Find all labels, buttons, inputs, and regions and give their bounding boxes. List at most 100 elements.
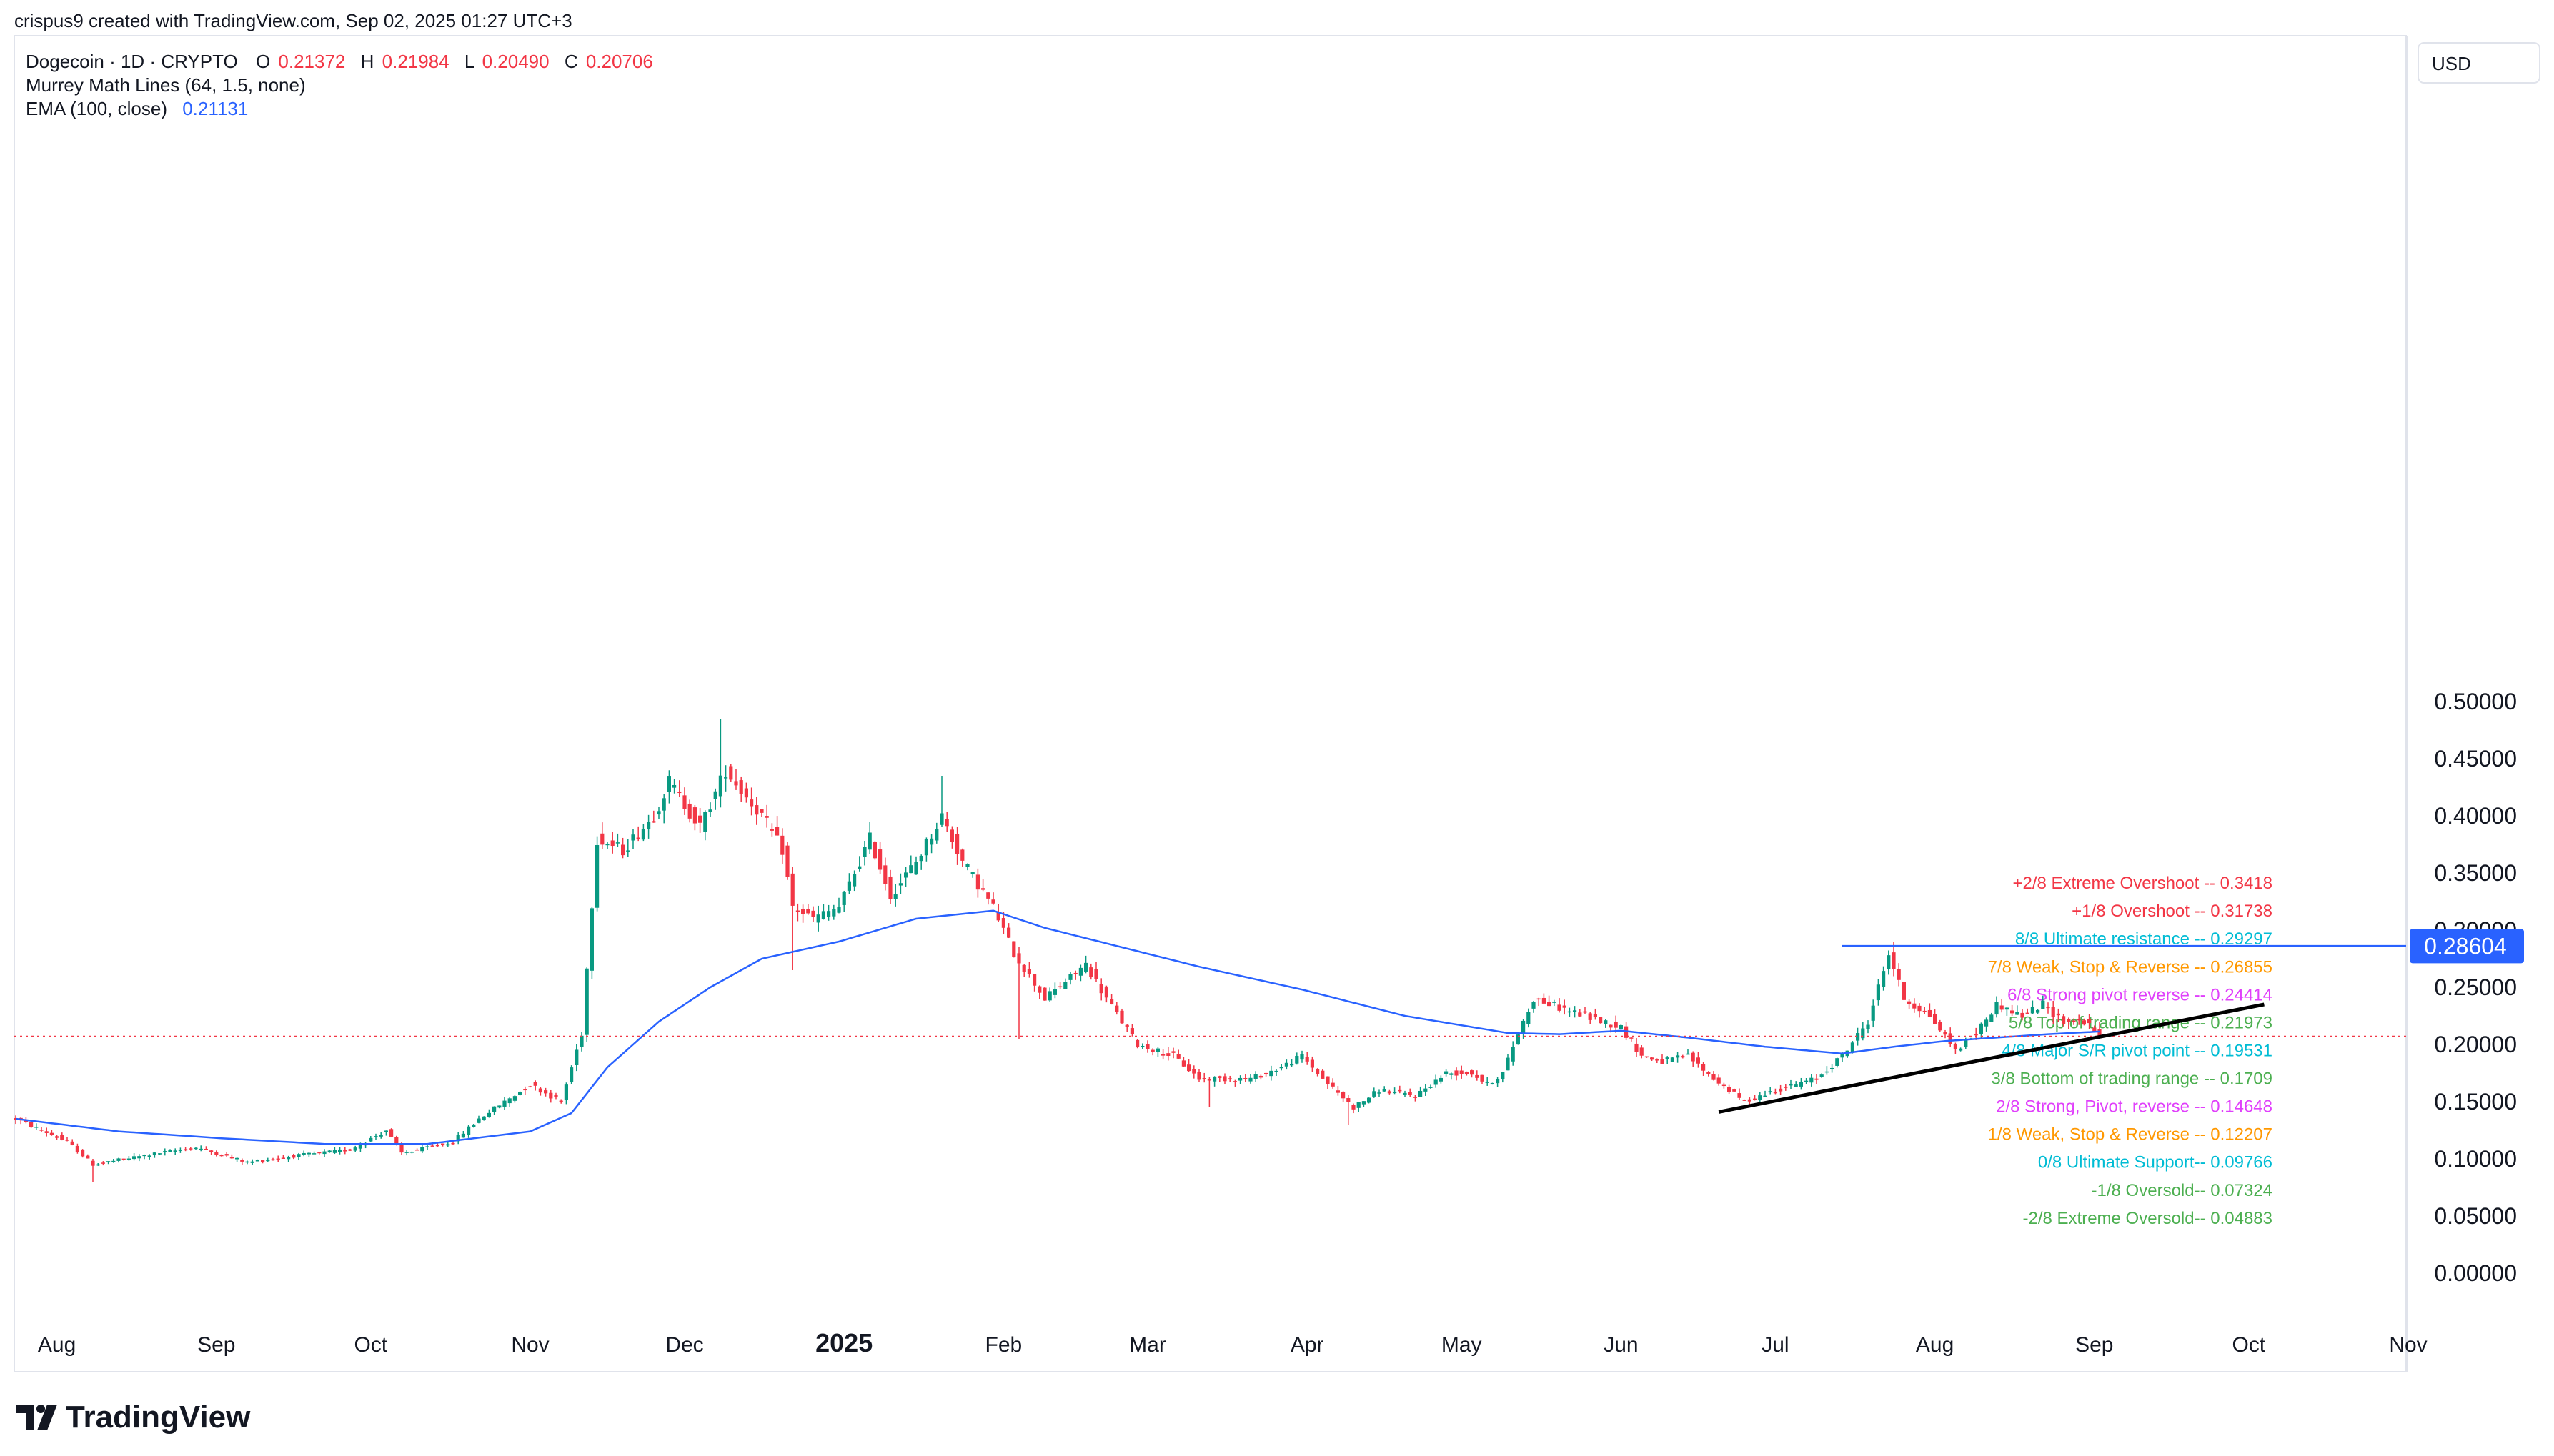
time-axis[interactable]: Aug Sep Oct Nov Dec 2025 Feb Mar Apr May Jun Jul Aug…: [38, 1328, 2428, 1357]
candle-body: [1552, 1002, 1556, 1003]
candle-body: [1974, 1034, 1978, 1036]
candle-body: [353, 1147, 357, 1151]
candle-body: [1331, 1082, 1335, 1087]
candle-body: [1099, 984, 1103, 994]
candle-body: [1218, 1076, 1222, 1078]
candle-body: [302, 1152, 306, 1155]
candle-body: [1295, 1055, 1299, 1064]
candle-body: [86, 1155, 90, 1159]
ohlc-high-value: 0.21984: [382, 51, 449, 72]
candle-body: [1377, 1092, 1381, 1094]
candle-body: [1609, 1024, 1613, 1028]
y-tick-label: 0.20000: [2434, 1032, 2517, 1057]
currency-button[interactable]: [2418, 42, 2540, 84]
candle-body: [266, 1160, 270, 1162]
candle-body: [379, 1135, 383, 1137]
ohlc-open-value: 0.21372: [278, 51, 345, 72]
candle-body: [1022, 964, 1026, 972]
candle-body: [271, 1159, 275, 1161]
candle-body: [615, 842, 620, 844]
candle-body: [39, 1130, 44, 1131]
candle-body: [1351, 1105, 1356, 1110]
candle-body: [1927, 1009, 1932, 1017]
candle-body: [585, 968, 589, 1035]
candle-body: [199, 1148, 203, 1150]
x-tick-label: 2025: [815, 1328, 873, 1357]
candle-body: [451, 1142, 455, 1145]
candle-body: [2067, 1019, 2071, 1022]
candle-body: [991, 899, 995, 904]
candle-body: [898, 883, 903, 886]
candle-body: [750, 799, 754, 807]
candle-body: [389, 1129, 394, 1137]
candle-body: [461, 1133, 465, 1138]
legend-indicator-ema[interactable]: EMA (100, close) 0.21131: [26, 98, 248, 119]
candle-body: [1213, 1077, 1217, 1082]
candle-body: [1382, 1089, 1386, 1092]
candle-body: [729, 766, 733, 780]
y-tick-label: 0.50000: [2434, 689, 2517, 714]
price-axis[interactable]: 0.500000.450000.400000.350000.300000.250…: [2434, 689, 2517, 1286]
candle-body: [106, 1161, 111, 1162]
candle-body: [276, 1158, 280, 1160]
candle-body: [1691, 1052, 1695, 1062]
candle-body: [1536, 998, 1541, 1000]
candle-body: [235, 1157, 239, 1160]
tradingview-logo-icon: [16, 1405, 57, 1430]
candle-body: [1274, 1070, 1278, 1072]
legend-indicator-murrey[interactable]: Murrey Math Lines (64, 1.5, none): [26, 74, 306, 96]
x-tick-label: Jul: [1762, 1333, 1789, 1357]
candle-body: [842, 892, 846, 905]
candle-body: [1053, 989, 1057, 995]
candle-body: [55, 1136, 59, 1138]
candle-body: [518, 1092, 522, 1095]
ema-line: [15, 909, 2100, 1145]
candle-body: [2015, 1012, 2019, 1015]
tradingview-logo[interactable]: TradingView: [16, 1400, 251, 1435]
candle-body: [1526, 1012, 1531, 1024]
candle-body: [1830, 1067, 1834, 1069]
murrey-level-label: 6/8 Strong pivot reverse -- 0.24414: [2007, 985, 2272, 1004]
candle-body: [1758, 1095, 1762, 1100]
candle-body: [1403, 1092, 1407, 1095]
candle-body: [152, 1152, 156, 1156]
candle-body: [1238, 1077, 1243, 1081]
candle-body: [965, 864, 970, 867]
candle-body: [1130, 1028, 1134, 1034]
candle-body: [1794, 1084, 1798, 1087]
murrey-level-label: +1/8 Overshoot -- 0.31738: [2072, 902, 2272, 921]
candle-body: [1959, 1048, 1963, 1051]
candle-body: [1634, 1043, 1639, 1052]
candle-body: [2036, 1009, 2040, 1013]
candle-body: [1341, 1092, 1346, 1099]
candle-body: [81, 1150, 85, 1157]
candle-body: [512, 1096, 517, 1101]
candle-body: [1321, 1070, 1325, 1079]
candle-body: [2077, 1019, 2081, 1021]
murrey-level-label: 7/8 Weak, Stop & Reverse -- 0.26855: [1988, 957, 2272, 977]
candle-body: [1650, 1057, 1654, 1060]
candle-body: [415, 1149, 419, 1151]
candle-body: [1202, 1078, 1206, 1079]
candle-body: [909, 865, 913, 874]
candle-body: [703, 812, 707, 832]
candle-body: [641, 829, 645, 840]
candle-body: [2030, 1007, 2034, 1014]
candle-body: [261, 1160, 265, 1162]
candle-body: [219, 1155, 224, 1157]
candle-body: [1413, 1097, 1417, 1098]
candle-body: [863, 847, 867, 857]
ascending-trendline[interactable]: [1718, 1002, 2265, 1114]
candle-body: [827, 911, 831, 917]
candle-body: [595, 844, 600, 908]
candle-body: [858, 866, 862, 869]
symbol-title[interactable]: Dogecoin · 1D · CRYPTO: [26, 51, 238, 72]
candle-body: [1043, 987, 1047, 1001]
ohlc-high-key: H: [361, 51, 374, 72]
candle-body: [2092, 1027, 2097, 1032]
candle-body: [590, 908, 594, 971]
candle-body: [780, 835, 785, 855]
candle-body: [1058, 986, 1063, 988]
legend-main-row: Dogecoin · 1D · CRYPTO O 0.21372 H 0.219…: [26, 51, 653, 72]
